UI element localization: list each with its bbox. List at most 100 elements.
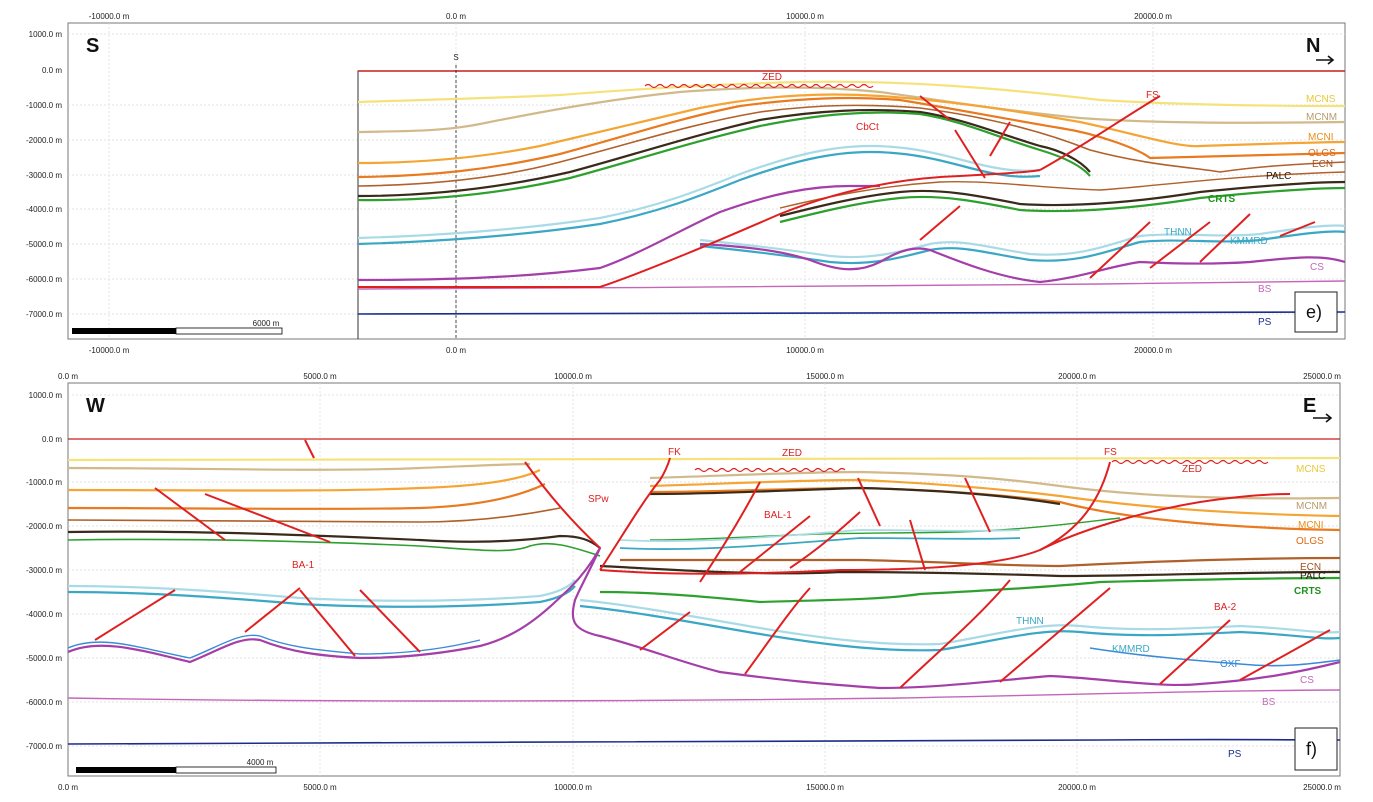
label-mcni: MCNI bbox=[1298, 520, 1324, 531]
label-ecn: ECN bbox=[1312, 159, 1333, 170]
panel-tag-box bbox=[1294, 727, 1338, 771]
label-mcns: MCNS bbox=[1296, 464, 1326, 475]
x-tick-top: 25000.0 m bbox=[1303, 372, 1341, 381]
fault-f-1 bbox=[639, 611, 691, 651]
horizon-thnn-lower bbox=[699, 224, 1346, 259]
fault-bal1-b bbox=[739, 515, 811, 573]
horizon-cs-f-w bbox=[67, 546, 1341, 690]
horizon-olgs bbox=[357, 96, 1346, 179]
horizon-oxf-f-w bbox=[67, 634, 481, 659]
x-tick-top: 10000.0 m bbox=[786, 12, 824, 21]
horizon-cs bbox=[357, 184, 1346, 284]
fault-small-2 bbox=[989, 121, 1011, 157]
label-bs: BS bbox=[1262, 697, 1276, 708]
panel-tag: e) bbox=[1306, 302, 1322, 322]
y-tick: 1000.0 m bbox=[29, 391, 63, 400]
fault-ba1-c bbox=[94, 589, 176, 641]
fault-ba1-b bbox=[204, 493, 331, 543]
fault-f-3 bbox=[899, 579, 1011, 689]
horizon-crts-f-mid bbox=[649, 517, 1121, 541]
zed-unconformity-f-1 bbox=[694, 467, 846, 473]
fault-ba1-e bbox=[299, 589, 356, 657]
fault-f-4 bbox=[999, 587, 1111, 683]
label-crts: CRTS bbox=[1208, 194, 1236, 205]
horizon-bs-f bbox=[67, 689, 1341, 702]
y-tick: 1000.0 m bbox=[29, 30, 63, 39]
horizon-palc-lower bbox=[779, 180, 1346, 218]
x-tick-bottom: 20000.0 m bbox=[1058, 783, 1096, 792]
y-tick: -3000.0 m bbox=[26, 171, 62, 180]
label-olgs: OLGS bbox=[1308, 148, 1336, 159]
label-zed: ZED bbox=[762, 72, 782, 83]
fault-spw bbox=[524, 461, 601, 549]
horizon-kmmrd bbox=[357, 150, 1041, 246]
fault-ba1-d bbox=[244, 587, 301, 633]
horizon-kmmrd-lower bbox=[699, 230, 1346, 265]
x-tick-bottom: 15000.0 m bbox=[806, 783, 844, 792]
x-tick-top: -10000.0 m bbox=[89, 12, 130, 21]
fault-f-5 bbox=[1159, 619, 1231, 685]
east-arrow-icon bbox=[1313, 413, 1333, 423]
label-olgs: OLGS bbox=[1296, 536, 1324, 547]
fault-small-1 bbox=[954, 129, 986, 179]
y-tick: 0.0 m bbox=[42, 66, 62, 75]
x-tick-bottom: 0.0 m bbox=[446, 346, 466, 355]
label-bal-1: BAL-1 bbox=[764, 510, 792, 521]
horizon-palc bbox=[357, 108, 1091, 198]
horizon-palc-f-e bbox=[599, 486, 1341, 578]
orientation-right: N bbox=[1306, 35, 1320, 57]
fault-small-6 bbox=[1149, 221, 1211, 269]
label-oxf: OXF bbox=[1220, 659, 1241, 670]
horizon-mcni-f-w bbox=[67, 469, 541, 492]
label-ecn: ECN bbox=[1300, 562, 1321, 573]
label-crts: CRTS bbox=[1294, 586, 1322, 597]
x-tick-top: 5000.0 m bbox=[303, 372, 337, 381]
horizon-kmmrd-f-mid bbox=[619, 537, 1021, 550]
y-tick: -6000.0 m bbox=[26, 275, 62, 284]
horizon-mcnm-f-w bbox=[67, 462, 531, 471]
y-tick: -7000.0 m bbox=[26, 742, 62, 751]
horizon-palc-f-w bbox=[67, 530, 601, 549]
fault-bal1-d bbox=[857, 477, 881, 527]
fault-fs-e bbox=[1039, 95, 1161, 171]
horizon-mcni bbox=[357, 93, 1346, 165]
x-tick-bottom: 5000.0 m bbox=[303, 783, 337, 792]
fault-detachment-e bbox=[358, 169, 1041, 288]
horizon-ecn-e bbox=[357, 104, 1346, 187]
zed-unconformity-e bbox=[644, 83, 874, 89]
y-tick: -1000.0 m bbox=[26, 101, 62, 110]
label-mcnm: MCNM bbox=[1306, 112, 1337, 123]
label-zed: ZED bbox=[782, 448, 802, 459]
fault-small-5 bbox=[1089, 221, 1151, 279]
fault-ba1-a bbox=[154, 487, 226, 541]
horizon-mcns bbox=[357, 80, 1346, 108]
orientation-left: S bbox=[86, 35, 99, 57]
horizon-crts bbox=[357, 111, 1091, 202]
label-kmmrd: KMMRD bbox=[1112, 644, 1150, 655]
label-fk: FK bbox=[668, 447, 681, 458]
y-tick: -1000.0 m bbox=[26, 478, 62, 487]
horizon-kmmrd-f-e bbox=[579, 604, 1341, 652]
x-tick-top: 20000.0 m bbox=[1058, 372, 1096, 381]
label-ba-1: BA-1 bbox=[292, 560, 315, 571]
label-thnn: THNN bbox=[1016, 616, 1044, 627]
panel-tag: f) bbox=[1306, 739, 1317, 759]
fault-small-8 bbox=[1279, 221, 1316, 237]
x-tick-bottom: 20000.0 m bbox=[1134, 346, 1172, 355]
fault-fk bbox=[599, 457, 671, 571]
x-tick-top: 15000.0 m bbox=[806, 372, 844, 381]
y-tick: -2000.0 m bbox=[26, 136, 62, 145]
x-tick-top: 0.0 m bbox=[446, 12, 466, 21]
horizon-mcni-f-e bbox=[649, 478, 1341, 518]
fault-fs-f bbox=[1039, 493, 1291, 551]
y-tick: -6000.0 m bbox=[26, 698, 62, 707]
north-arrow-icon bbox=[1316, 55, 1335, 65]
horizon-ecn-lower bbox=[779, 171, 1346, 209]
scale-bar-white bbox=[175, 766, 277, 774]
panel-tag-box bbox=[1294, 291, 1338, 333]
y-tick: -7000.0 m bbox=[26, 310, 62, 319]
label-fs: FS bbox=[1146, 90, 1159, 101]
label-zed-2: ZED bbox=[1182, 464, 1202, 475]
scale-bar-black bbox=[72, 328, 176, 334]
